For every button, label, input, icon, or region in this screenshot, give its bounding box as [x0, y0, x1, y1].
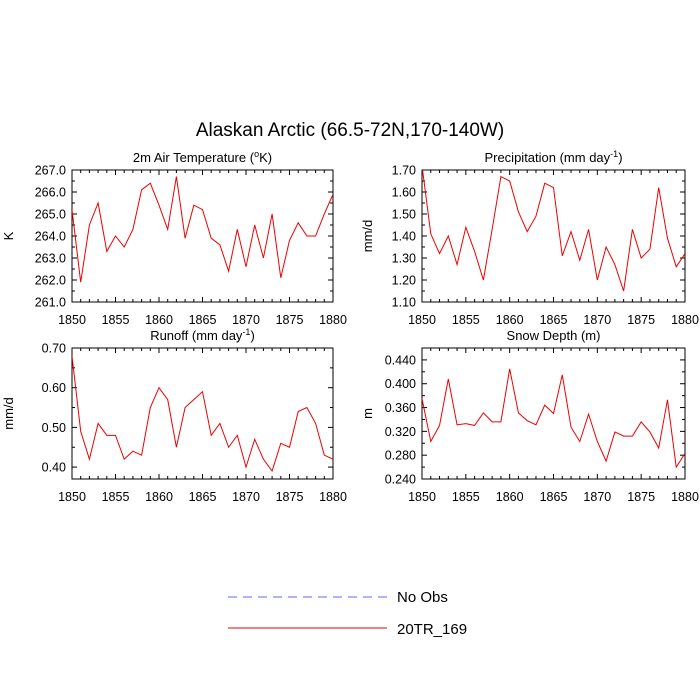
y-tick-label: 261.0	[35, 296, 66, 310]
figure-title: Alaskan Arctic (66.5-72N,170-140W)	[196, 120, 504, 141]
x-tick-label: 1865	[540, 490, 568, 504]
y-tick-label: 1.50	[392, 208, 416, 222]
y-axis-label-air-temperature: K	[1, 231, 16, 240]
y-tick-label: 1.10	[392, 296, 416, 310]
panel-title-superscript: o	[254, 149, 259, 159]
x-tick-label: 1850	[408, 490, 436, 504]
y-tick-label: 0.400	[385, 377, 416, 391]
legend-20tr169-label: 20TR_169	[397, 621, 467, 638]
y-tick-label: 0.50	[42, 421, 66, 435]
plot-frame-runoff	[71, 347, 334, 480]
x-tick-label: 1870	[583, 313, 611, 327]
panel-title-text: Snow Depth (m)	[507, 328, 601, 343]
y-tick-label: 266.0	[35, 186, 66, 200]
y-tick-label: 1.70	[392, 164, 416, 178]
series-line-20tr169	[72, 176, 333, 283]
x-tick-label: 1855	[452, 490, 480, 504]
y-tick-label: 262.0	[35, 274, 66, 288]
panel-snow-depth: Snow Depth (m) 1850 1855 1860 1865 1870 1875 18…	[360, 328, 699, 504]
y-tick-label: 0.70	[42, 342, 66, 356]
panel-title-air-temperature: 2m Air Temperature (oK)	[133, 149, 272, 165]
x-tick-label: 1865	[189, 490, 217, 504]
panel-title-end: )	[250, 328, 254, 343]
x-tick-label: 1870	[583, 490, 611, 504]
panel-runoff: Runoff (mm day-1) 1850 1855 1860 1865 1870 187…	[1, 327, 347, 504]
panel-title-runoff: Runoff (mm day-1)	[150, 327, 255, 343]
panel-precipitation: Precipitation (mm day-1) 1850 1855 1860 1865…	[360, 149, 699, 327]
x-tick-label: 1850	[58, 490, 86, 504]
panel-title-end: K)	[259, 150, 272, 165]
x-tick-label: 1880	[319, 313, 347, 327]
x-tick-label: 1850	[58, 313, 86, 327]
y-tick-label: 0.280	[385, 449, 416, 463]
x-tick-label: 1865	[189, 313, 217, 327]
x-tick-label: 1875	[627, 313, 655, 327]
x-tick-label: 1875	[276, 313, 304, 327]
x-tick-label: 1875	[627, 490, 655, 504]
panel-air-temperature: 2m Air Temperature (oK) 1850 1855 1860 1865 1…	[1, 149, 347, 327]
y-tick-label: 1.30	[392, 252, 416, 266]
y-tick-label: 1.60	[392, 186, 416, 200]
panel-title-superscript: -1	[242, 327, 250, 337]
y-axis-label-runoff: mm/d	[1, 397, 16, 430]
y-axis-label-snow-depth: m	[360, 408, 375, 419]
y-tick-label: 1.20	[392, 274, 416, 288]
x-tick-label: 1865	[540, 313, 568, 327]
y-tick-label: 1.40	[392, 230, 416, 244]
y-tick-label: 264.0	[35, 230, 66, 244]
x-tick-label: 1875	[276, 490, 304, 504]
panel-title-snow-depth: Snow Depth (m)	[507, 328, 601, 343]
x-tick-label: 1880	[671, 313, 699, 327]
y-tick-label: 267.0	[35, 164, 66, 178]
y-tick-label: 0.40	[42, 461, 66, 475]
x-tick-label: 1860	[496, 490, 524, 504]
x-tick-label: 1855	[452, 313, 480, 327]
legend-no-obs-label: No Obs	[397, 589, 448, 606]
y-tick-label: 0.60	[42, 381, 66, 395]
panel-title-text: 2m Air Temperature (	[133, 150, 255, 165]
x-tick-label: 1860	[145, 490, 173, 504]
legend: No Obs 20TR_169	[228, 589, 467, 638]
x-tick-label: 1855	[102, 490, 130, 504]
plot-frame-air-temperature	[71, 169, 334, 303]
panel-title-end: )	[618, 150, 622, 165]
y-tick-label: 265.0	[35, 208, 66, 222]
x-tick-label: 1860	[145, 313, 173, 327]
x-tick-label: 1880	[671, 490, 699, 504]
y-tick-label: 263.0	[35, 252, 66, 266]
panel-title-text: Runoff (mm day	[150, 328, 243, 343]
x-tick-label: 1860	[496, 313, 524, 327]
panel-title-superscript: -1	[610, 149, 618, 159]
y-tick-label: 0.360	[385, 401, 416, 415]
y-tick-label: 0.440	[385, 353, 416, 367]
panel-title-precipitation: Precipitation (mm day-1)	[484, 149, 622, 165]
series-line-20tr169	[422, 368, 685, 469]
y-tick-label: 0.240	[385, 473, 416, 487]
x-tick-label: 1870	[232, 490, 260, 504]
x-tick-label: 1870	[232, 313, 260, 327]
x-tick-label: 1855	[102, 313, 130, 327]
y-tick-label: 0.320	[385, 425, 416, 439]
series-line-20tr169	[72, 355, 333, 473]
x-tick-label: 1880	[319, 490, 347, 504]
x-tick-label: 1850	[408, 313, 436, 327]
y-axis-label-precipitation: mm/d	[360, 220, 375, 253]
series-line-20tr169	[422, 170, 685, 292]
panel-title-text: Precipitation (mm day	[484, 150, 610, 165]
